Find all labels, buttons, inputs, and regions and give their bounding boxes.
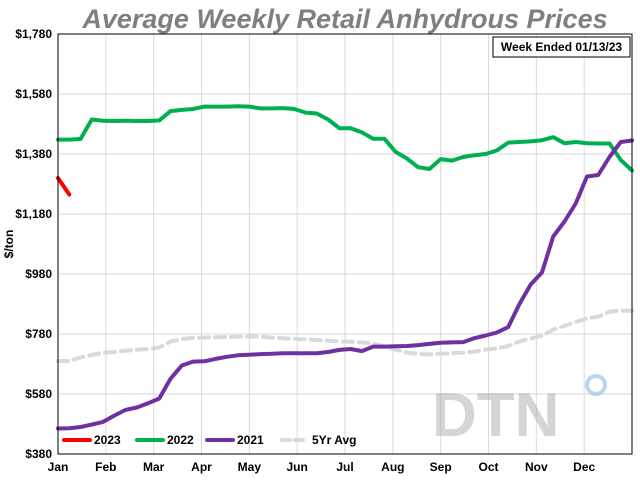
x-axis-ticks: Jan Feb Mar Apr May Jun Jul Aug Sep Oct Nov Dec	[48, 460, 596, 474]
legend-label: 2022	[167, 433, 194, 447]
plot-area	[57, 33, 633, 455]
x-tick-label: Jan	[48, 460, 69, 474]
y-axis-ticks: $380 $580 $780 $980 $1,180 $1,380 $1,580 $1,780	[15, 27, 52, 461]
dtn-watermark-dot	[585, 374, 607, 396]
dtn-watermark-text: DTN	[432, 381, 559, 450]
chart-title: Average Weekly Retail Anhydrous Prices	[81, 4, 607, 34]
series-line-2022	[56, 104, 634, 173]
legend-label: 5Yr Avg	[312, 433, 356, 447]
series-line-2021	[56, 138, 634, 431]
series-line-5yr-avg	[56, 308, 634, 363]
y-tick-label: $1,580	[15, 87, 52, 101]
x-tick-label: Feb	[95, 460, 116, 474]
x-tick-label: May	[238, 460, 262, 474]
legend: 2023 2022 2021 5Yr Avg	[62, 433, 356, 447]
y-tick-label: $1,780	[15, 27, 52, 41]
series-line-2023	[56, 176, 72, 197]
y-axis-label: $/ton	[2, 230, 16, 259]
legend-label: 2021	[237, 433, 264, 447]
x-tick-label: Jul	[336, 460, 353, 474]
y-tick-label: $980	[25, 267, 52, 281]
date-annotation: Week Ended 01/13/23	[492, 36, 631, 58]
x-tick-label: Nov	[525, 460, 548, 474]
dtn-watermark: DTN	[432, 374, 607, 450]
x-tick-label: Jun	[286, 460, 307, 474]
date-annotation-box	[492, 36, 631, 58]
y-tick-label: $1,180	[15, 207, 52, 221]
x-tick-label: Aug	[381, 460, 404, 474]
y-tick-label: $780	[25, 327, 52, 341]
x-tick-label: Oct	[478, 460, 498, 474]
date-annotation-text: Week Ended 01/13/23	[501, 40, 623, 54]
legend-label: 2023	[94, 433, 121, 447]
gridlines	[58, 33, 632, 455]
y-tick-label: $580	[25, 387, 52, 401]
y-tick-label: $1,380	[15, 147, 52, 161]
x-tick-label: Apr	[191, 460, 212, 474]
x-tick-label: Sep	[430, 460, 452, 474]
x-tick-label: Dec	[573, 460, 595, 474]
x-tick-label: Mar	[143, 460, 165, 474]
series-lines	[56, 104, 634, 431]
y-tick-label: $380	[25, 447, 52, 461]
